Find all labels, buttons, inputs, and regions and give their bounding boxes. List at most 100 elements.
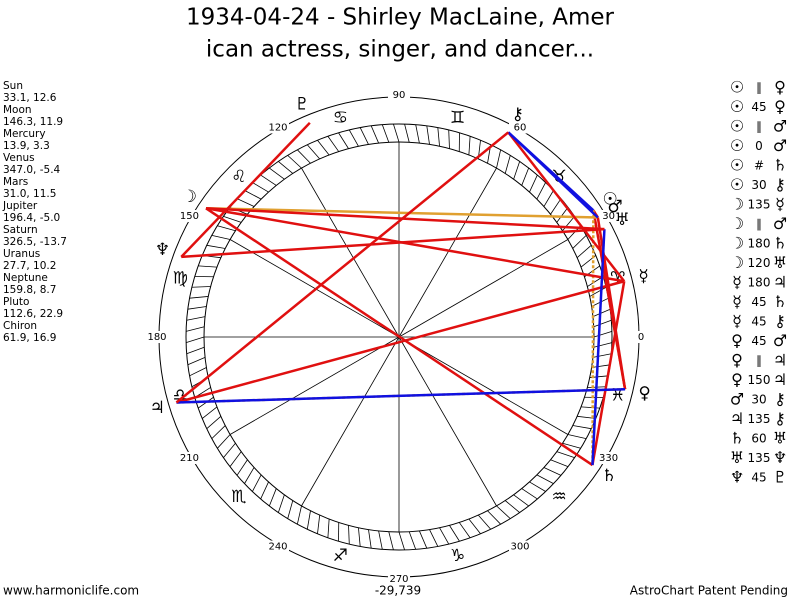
spoke xyxy=(302,168,400,337)
planet-name: Moon xyxy=(3,104,32,116)
planet-position: 13.9, 3.3 xyxy=(3,140,50,152)
planet-position: 61.9, 16.9 xyxy=(3,332,56,344)
zodiac-sign: ♍ xyxy=(173,268,188,288)
ring-hatch xyxy=(529,482,545,492)
planet-glyph: ♅ xyxy=(614,210,629,230)
ring-hatch xyxy=(188,357,205,364)
aspect-glyph: ☉ xyxy=(730,156,744,175)
ring-hatch xyxy=(449,130,450,149)
wheel: 0306090120150180210240270300330♈♉♊♋♌♍♎♏♐… xyxy=(146,89,652,585)
degree-label: 300 xyxy=(510,542,529,553)
ring-hatch xyxy=(192,287,211,288)
aspect-type: 30 xyxy=(751,393,766,407)
aspect-type: 45 xyxy=(751,295,766,309)
spoke xyxy=(302,337,400,506)
zodiac-sign: ♒ xyxy=(552,487,567,507)
planet-glyph: ⚷ xyxy=(511,105,523,125)
planet-name: Uranus xyxy=(3,248,40,260)
aspect-glyph: ☽ xyxy=(730,214,744,233)
aspect-glyph: ☽ xyxy=(730,195,744,214)
ring-hatch xyxy=(261,482,269,499)
aspect-type: ∥ xyxy=(756,81,762,95)
ring-hatch xyxy=(577,245,591,257)
aspect-type: 135 xyxy=(748,198,771,212)
ring-hatch xyxy=(488,511,501,524)
ring-hatch xyxy=(297,150,310,163)
spoke xyxy=(230,240,399,338)
ring-hatch xyxy=(202,407,217,419)
aspect-glyph: ⚷ xyxy=(774,390,786,409)
aspect-glyph: ☿ xyxy=(732,273,742,292)
ring-hatch xyxy=(368,530,371,549)
aspect-type: ∥ xyxy=(756,354,762,368)
spoke xyxy=(230,337,399,435)
ring-hatch xyxy=(551,199,561,215)
aspect-type: 60 xyxy=(751,432,766,446)
ring-hatch xyxy=(317,140,329,155)
planet-glyph: ♃ xyxy=(150,398,165,418)
zodiac-sign: ♌ xyxy=(231,167,246,187)
ring-hatch xyxy=(522,168,529,185)
aspect-glyph: ♂ xyxy=(773,117,787,136)
patent-note: AstroChart Patent Pending xyxy=(630,584,788,598)
ring-hatch xyxy=(186,327,204,332)
ring-hatch xyxy=(278,495,284,513)
ring-hatch xyxy=(187,347,205,354)
aspect-glyph: ☿ xyxy=(732,292,742,311)
aspect-glyph: ♄ xyxy=(773,292,787,311)
zodiac-sign: ♋ xyxy=(333,108,348,128)
ring-hatch xyxy=(360,128,368,145)
ring-hatch xyxy=(237,460,247,476)
aspect-type: 0 xyxy=(755,139,763,153)
aspect-glyph: ♀ xyxy=(774,97,786,116)
planet-position: 27.7, 10.2 xyxy=(3,260,56,272)
aspect-type: 150 xyxy=(748,373,771,387)
ring-hatch xyxy=(288,155,302,168)
ring-hatch xyxy=(497,150,501,168)
aspect-glyph: ♂ xyxy=(773,136,787,155)
spoke xyxy=(399,337,497,506)
ring-hatch xyxy=(430,530,438,547)
planet-position: 326.5, -13.7 xyxy=(3,236,67,248)
spoke xyxy=(399,240,568,338)
ring-hatch xyxy=(252,182,268,192)
planet-name: Jupiter xyxy=(2,200,38,212)
aspect-glyph: ♀ xyxy=(731,351,743,370)
aspect-glyph: ☿ xyxy=(775,195,785,214)
planet-glyph: ♇ xyxy=(295,94,310,114)
ring-hatch xyxy=(592,365,611,368)
ring-hatch xyxy=(514,495,529,506)
aspect-glyph: ♂ xyxy=(730,390,744,409)
ring-hatch xyxy=(328,136,339,151)
ring-hatch xyxy=(551,460,568,467)
ring-hatch xyxy=(419,531,426,548)
planet-position: 112.6, 22.9 xyxy=(3,308,63,320)
aspect-type: # xyxy=(754,159,764,173)
aspect-line xyxy=(176,281,624,402)
aspect-glyph: ♆ xyxy=(730,468,744,487)
ring-hatch xyxy=(505,501,519,513)
aspect-type: 135 xyxy=(748,451,771,465)
ring-hatch xyxy=(544,467,561,475)
aspect-glyph: ☽ xyxy=(730,234,744,253)
degree-label: 330 xyxy=(599,453,618,464)
planet-glyph: ☽ xyxy=(182,187,197,207)
aspect-line xyxy=(176,132,508,402)
planet-name: Venus xyxy=(3,152,35,164)
ring-hatch xyxy=(307,145,319,159)
aspect-type: 180 xyxy=(748,237,771,251)
ring-hatch xyxy=(399,532,405,550)
website: www.harmoniclife.com xyxy=(3,584,139,598)
aspect-glyph: ☉ xyxy=(730,175,744,194)
ring-hatch xyxy=(307,511,310,530)
spoke xyxy=(399,168,497,337)
planet-position: 159.8, 8.7 xyxy=(3,284,56,296)
planet-name: Chiron xyxy=(3,320,37,332)
planet-position: 33.1, 12.6 xyxy=(3,92,57,104)
ring-hatch xyxy=(522,489,538,499)
ring-hatch xyxy=(317,515,319,534)
ring-hatch xyxy=(252,475,261,492)
aspect-type: 120 xyxy=(748,256,771,270)
aspect-glyph: ☿ xyxy=(732,312,742,331)
center-value: -29,739 xyxy=(375,584,421,598)
